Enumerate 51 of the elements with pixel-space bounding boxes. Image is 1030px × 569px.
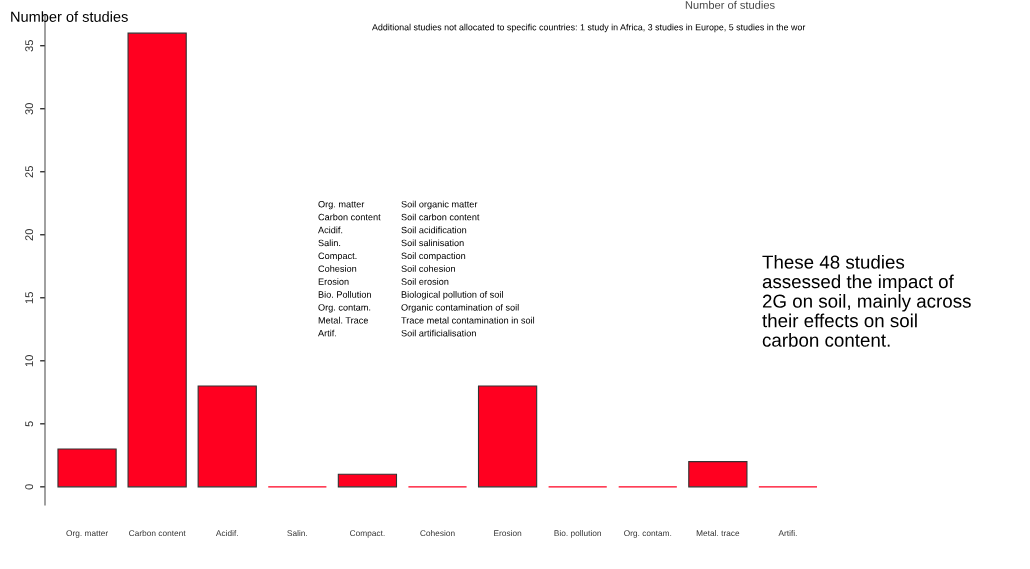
x-tick-label: Erosion xyxy=(494,530,522,537)
annotation: Artif. xyxy=(318,329,337,337)
annotation: Soil carbon content xyxy=(401,213,480,221)
annotation: Metal. Trace xyxy=(318,316,369,324)
y-tick-label: 20 xyxy=(25,229,34,241)
annotation: These 48 studies assessed the impact of 2G on soil, mainly across their effects on soil carbon content. xyxy=(762,255,971,347)
annotation: Soil salinisation xyxy=(401,239,464,247)
x-tick-label: Bio. pollution xyxy=(554,530,601,538)
annotation: Compact. xyxy=(318,252,357,261)
bar xyxy=(57,448,117,488)
annotation: Soil cohesion xyxy=(401,265,455,272)
y-axis-title: Number of studies xyxy=(11,11,128,22)
bar xyxy=(688,461,748,488)
y-tick-label: 25 xyxy=(25,166,34,178)
annotation: Erosion xyxy=(318,278,349,285)
x-tick-label: Metal. trace xyxy=(696,530,740,537)
annotation: Organic contamination of soil xyxy=(401,303,519,313)
annotation: Org. matter xyxy=(318,200,365,210)
y-tick-label: 5 xyxy=(25,421,34,427)
x-tick-label: Salin. xyxy=(287,530,307,537)
x-tick-label: Acidif. xyxy=(215,530,238,537)
x-tick-label: Org. matter xyxy=(66,530,108,538)
annotation: Soil erosion xyxy=(401,278,449,285)
annotation: Bio. Pollution xyxy=(318,291,371,298)
x-tick-label: Org. contam. xyxy=(624,530,672,538)
annotation: Trace metal contamination in soil xyxy=(401,316,535,324)
x-tick-label: Artifi. xyxy=(778,530,797,537)
y-tick-label: 35 xyxy=(25,40,34,52)
x-tick-label: Cohesion xyxy=(420,530,455,537)
y-tick-label: 30 xyxy=(25,103,34,115)
x-tick-label: Carbon content xyxy=(129,530,186,537)
bar xyxy=(197,385,257,488)
bar xyxy=(127,32,187,488)
y-tick-label: 15 xyxy=(25,292,34,304)
annotation: Soil organic matter xyxy=(401,200,478,210)
text: Number of studies xyxy=(685,0,775,9)
annotation: Soil compaction xyxy=(401,252,466,261)
annotation: Biological pollution of soil xyxy=(401,291,503,300)
y-tick-label: 0 xyxy=(25,484,34,490)
bar xyxy=(337,473,398,488)
x-tick-label: Compact. xyxy=(350,530,385,538)
annotation: Acidif. xyxy=(318,226,343,234)
annotation: Salin. xyxy=(318,239,341,247)
bar xyxy=(477,385,538,488)
annotation: Carbon content xyxy=(318,213,381,221)
annotation: Org. contam. xyxy=(318,304,371,313)
annotation: Soil acidification xyxy=(401,226,467,234)
y-tick-label: 10 xyxy=(25,355,34,367)
annotation: Soil artificialisation xyxy=(401,329,476,337)
annotation: Additional studies not allocated to specific countries: 1 study in Africa, 3 studies in Europe, 5 studies in the wor xyxy=(372,23,806,33)
annotation: Cohesion xyxy=(318,265,357,272)
